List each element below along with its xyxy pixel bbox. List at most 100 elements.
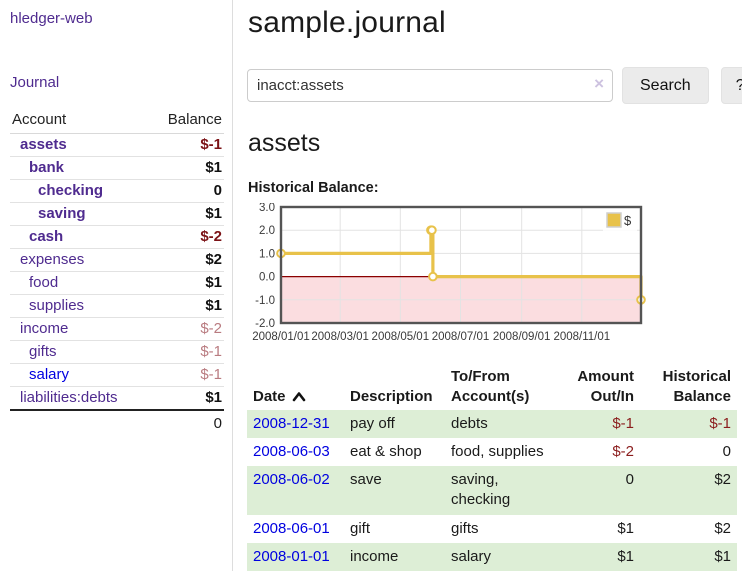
transactions-header-row: Date Description To/From Account(s) Amount … — [247, 365, 737, 410]
account-balance: 0 — [213, 182, 222, 199]
account-row: gifts $-1 — [10, 340, 224, 364]
sidebar: hledger-web Journal Account Balance asse… — [0, 0, 233, 571]
transaction-row: 2008-01-01 income salary $1 $1 — [247, 542, 737, 571]
account-balance: $1 — [205, 274, 222, 291]
account-row: checking 0 — [10, 179, 224, 203]
transaction-description: gift — [350, 519, 371, 537]
transaction-date-link[interactable]: 2008-06-02 — [253, 471, 330, 488]
column-header-date[interactable]: Date — [247, 365, 344, 410]
account-row: liabilities:debts $1 — [10, 386, 224, 410]
accounts-header-account: Account — [10, 108, 150, 134]
account-balance: $-2 — [200, 320, 222, 337]
transaction-row: 2008-06-01 gift gifts $1 $2 — [247, 515, 737, 543]
account-row: assets $-1 — [10, 134, 224, 157]
svg-text:2008/07/01: 2008/07/01 — [432, 331, 490, 343]
transaction-balance: $2 — [714, 519, 731, 537]
transaction-description: save — [350, 471, 382, 488]
account-balance: $1 — [205, 297, 222, 314]
sidebar-account-gifts[interactable]: gifts — [29, 343, 57, 360]
transaction-date-link[interactable]: 2008-12-31 — [253, 414, 330, 432]
sidebar-item-journal[interactable]: Journal — [10, 74, 60, 91]
account-row: food $1 — [10, 271, 224, 295]
svg-text:2008/01/01: 2008/01/01 — [252, 331, 310, 343]
accounts-table: Account Balance assets $-1 bank $1 checking 0… — [10, 108, 224, 435]
transaction-accounts: gifts — [451, 519, 479, 537]
svg-text:0.0: 0.0 — [259, 272, 275, 284]
transaction-description: eat & shop — [350, 442, 422, 460]
sidebar-account-food[interactable]: food — [29, 274, 59, 291]
account-balance: $-1 — [200, 343, 222, 360]
sidebar-account-cash[interactable]: cash — [29, 228, 64, 245]
account-row: income $-2 — [10, 317, 224, 341]
svg-text:1.0: 1.0 — [259, 248, 275, 260]
accounts-header-row: Account Balance — [10, 108, 224, 134]
svg-text:$: $ — [624, 213, 632, 228]
svg-text:2008/11/01: 2008/11/01 — [553, 331, 610, 343]
main-content: sample.journal × Search ? assets Histori… — [233, 0, 742, 571]
accounts-total-balance: 0 — [149, 409, 224, 435]
account-balance: $-2 — [200, 228, 222, 245]
account-balance: $1 — [205, 205, 222, 222]
balance-chart[interactable]: $3.0 2.0 1.0 0.0 -1.0 -2.0 2008/01/01 2008/03/0… — [247, 202, 647, 353]
sidebar-account-expenses[interactable]: expenses — [20, 251, 85, 268]
svg-text:2.0: 2.0 — [259, 225, 275, 237]
svg-text:2008/03/01: 2008/03/01 — [311, 331, 369, 343]
sidebar-account-supplies[interactable]: supplies — [29, 297, 85, 314]
page-title: sample.journal — [248, 6, 446, 39]
transaction-accounts: saving, checking — [451, 471, 511, 509]
sidebar-account-income[interactable]: income — [20, 320, 69, 337]
account-balance: $2 — [205, 251, 222, 268]
sidebar-account-salary[interactable]: salary — [29, 366, 70, 383]
sidebar-account-bank[interactable]: bank — [29, 159, 65, 176]
chart-label: Historical Balance: — [248, 180, 379, 196]
transaction-date-link[interactable]: 2008-06-01 — [253, 519, 330, 537]
account-row: cash $-2 — [10, 225, 224, 249]
svg-text:3.0: 3.0 — [259, 203, 275, 214]
account-row: saving $1 — [10, 202, 224, 226]
sidebar-account-checking[interactable]: checking — [38, 182, 104, 199]
account-balance: $-1 — [200, 136, 222, 153]
accounts-header-balance: Balance — [149, 108, 224, 134]
search-form: × Search ? — [247, 67, 742, 104]
sidebar-account-liabilities-debts[interactable]: liabilities:debts — [20, 389, 118, 406]
account-row: supplies $1 — [10, 294, 224, 318]
transaction-accounts: salary — [451, 547, 492, 565]
transaction-amount: 0 — [625, 471, 634, 488]
transaction-accounts: food, supplies — [451, 442, 544, 460]
search-input[interactable] — [247, 69, 613, 102]
transaction-description: pay off — [350, 414, 395, 432]
clear-search-icon[interactable]: × — [594, 74, 604, 93]
transaction-amount: $1 — [617, 547, 634, 565]
search-button[interactable]: Search — [622, 67, 709, 104]
transaction-description: income — [350, 547, 399, 565]
transaction-amount: $-1 — [612, 414, 634, 432]
column-header-amount-out-in: Amount Out/In — [577, 368, 634, 406]
account-balance: $-1 — [200, 366, 222, 383]
transaction-balance: 0 — [722, 442, 731, 460]
transaction-balance: $2 — [714, 471, 731, 488]
transaction-amount: $1 — [617, 519, 634, 537]
column-header-to-from-account-s-: To/From Account(s) — [451, 368, 530, 406]
transactions-table: Date Description To/From Account(s) Amount … — [247, 365, 737, 571]
account-balance: $1 — [205, 159, 222, 176]
account-heading: assets — [248, 129, 321, 157]
sidebar-account-assets[interactable]: assets — [20, 136, 67, 153]
transaction-balance: $1 — [714, 547, 731, 565]
transaction-accounts: debts — [451, 414, 488, 432]
account-row: salary $-1 — [10, 363, 224, 387]
svg-text:-2.0: -2.0 — [255, 318, 275, 330]
account-row: bank $1 — [10, 156, 224, 180]
svg-text:2008/09/01: 2008/09/01 — [493, 331, 551, 343]
transaction-amount: $-2 — [612, 442, 634, 460]
account-balance: $1 — [205, 389, 222, 406]
sidebar-account-saving[interactable]: saving — [38, 205, 86, 222]
transaction-date-link[interactable]: 2008-06-03 — [253, 442, 330, 460]
account-row: expenses $2 — [10, 248, 224, 272]
app-title: hledger-web — [10, 10, 93, 27]
legend-item: $ — [606, 212, 632, 228]
transaction-date-link[interactable]: 2008-01-01 — [253, 547, 330, 565]
search-input-wrap: × — [247, 69, 613, 102]
help-button[interactable]: ? — [720, 67, 742, 104]
column-header-description: Description — [350, 388, 433, 406]
